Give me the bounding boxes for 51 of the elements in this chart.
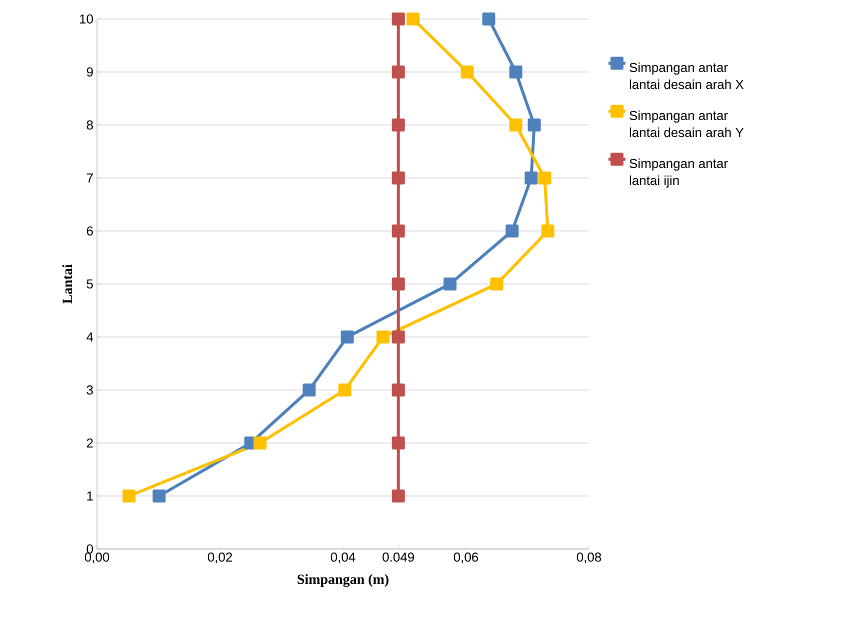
point — [392, 277, 405, 290]
y-axis-title: Lantai — [62, 264, 72, 304]
point — [392, 224, 405, 238]
point — [509, 118, 522, 132]
y-tick-label: 8 — [86, 120, 93, 130]
y-tick-label: 10 — [80, 14, 93, 24]
point — [406, 12, 420, 26]
y-tick-label: 5 — [86, 279, 93, 289]
y-tick-label: 2 — [86, 438, 93, 448]
y-tick-label: 6 — [86, 226, 93, 236]
y-tick-label: 4 — [86, 332, 94, 342]
y-tick-label: 0 — [86, 544, 93, 554]
point — [444, 277, 457, 290]
point — [392, 171, 405, 184]
point — [538, 171, 552, 184]
legend-label: Simpangan antar lantai desain arah X — [630, 62, 744, 90]
point — [541, 224, 554, 238]
point — [509, 65, 522, 78]
point — [340, 330, 354, 344]
point — [460, 65, 474, 78]
x-tick-label: 0.049 — [382, 552, 414, 562]
point — [506, 224, 519, 238]
point — [490, 277, 504, 290]
x-tick-label: 0,04 — [330, 552, 356, 564]
x-tick-label: 0,06 — [454, 552, 478, 564]
y-tick-label: 1 — [87, 492, 93, 500]
point — [376, 330, 390, 344]
x-tick-label: 0,02 — [208, 552, 232, 564]
point — [338, 383, 352, 396]
y-tick-label: 9 — [86, 67, 93, 77]
point — [392, 118, 405, 132]
point — [482, 12, 496, 26]
legend-label: Simpangan antar lantai desain arah Y — [630, 110, 744, 138]
x-axis-title: Simpangan (m) — [298, 574, 388, 587]
x-tick-label: 0,00 — [84, 552, 110, 564]
point — [392, 12, 405, 26]
point — [528, 118, 541, 132]
point — [524, 171, 538, 184]
point — [392, 330, 405, 344]
y-tick-label: 3 — [86, 385, 93, 395]
point — [302, 383, 316, 396]
point — [122, 489, 136, 502]
point — [392, 489, 405, 502]
point — [253, 436, 266, 450]
x-tick-label: 0,08 — [576, 552, 602, 564]
point — [392, 65, 405, 78]
point — [152, 489, 166, 502]
y-tick-label: 7 — [86, 174, 93, 182]
legend-label: Simpangan antar lantai ijin — [630, 158, 728, 188]
point — [392, 436, 405, 450]
point — [392, 383, 405, 396]
